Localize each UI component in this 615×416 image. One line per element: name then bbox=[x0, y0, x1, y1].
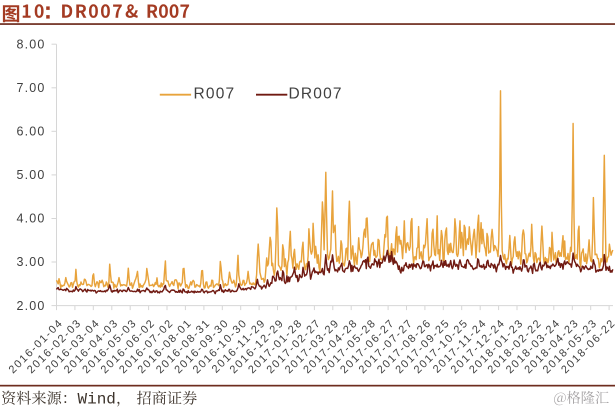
svg-text:5.00: 5.00 bbox=[16, 168, 45, 182]
svg-text:3.00: 3.00 bbox=[16, 255, 45, 269]
svg-text:4.00: 4.00 bbox=[16, 212, 45, 226]
svg-text:7.00: 7.00 bbox=[16, 81, 45, 95]
svg-text:8.00: 8.00 bbox=[16, 37, 45, 51]
svg-text:R007: R007 bbox=[194, 86, 236, 103]
svg-text:DR007: DR007 bbox=[289, 86, 343, 103]
svg-text:Wind: Wind bbox=[78, 391, 116, 409]
svg-text:2.00: 2.00 bbox=[16, 299, 45, 313]
svg-text:6.00: 6.00 bbox=[16, 125, 45, 139]
